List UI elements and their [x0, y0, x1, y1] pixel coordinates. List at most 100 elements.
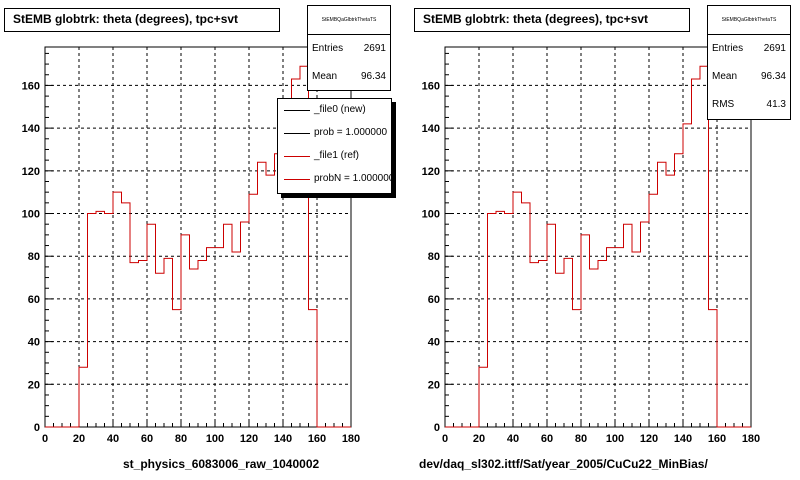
right-plot-frame — [444, 46, 752, 428]
left-xtick-label-140: 140 — [274, 433, 292, 445]
right-histogram-bin — [666, 175, 675, 427]
right-stats-name: StEMBQaGlbtrkThetaTS — [708, 6, 790, 35]
right-stats-entries-label: Entries — [712, 43, 744, 54]
left-xtick-label-80: 80 — [175, 433, 187, 445]
right-histogram-bin — [539, 260, 548, 427]
left-histogram-bin — [190, 269, 199, 427]
left-histogram-bin — [122, 203, 131, 427]
left-ytick-label-80: 80 — [28, 251, 40, 263]
left-ytick-label-140: 140 — [22, 123, 40, 135]
left-xtick-label-180: 180 — [342, 433, 360, 445]
left-histogram-bin — [79, 367, 88, 427]
right-histogram-bin — [479, 367, 488, 427]
legend-entry-prob: prob = 1.000000 — [278, 122, 391, 145]
left-ytick-label-100: 100 — [22, 209, 40, 221]
left-stats-mean-label: Mean — [312, 71, 338, 82]
right-chart-title: StEMB globtrk: theta (degrees), tpc+svt — [414, 8, 690, 32]
right-ytick-label-60: 60 — [428, 294, 440, 306]
legend-entry-probn: probN = 1.000000 — [278, 168, 391, 191]
right-histogram-bin — [641, 222, 650, 427]
right-xtick-label-180: 180 — [742, 433, 760, 445]
left-chart-title: StEMB globtrk: theta (degrees), tpc+svt — [4, 8, 280, 32]
right-histogram-line — [445, 65, 751, 428]
right-histogram-bin — [488, 214, 497, 427]
right-histogram-bin — [632, 252, 641, 427]
right-histogram-bin — [564, 258, 573, 427]
legend-label-prob: prob = 1.000000 — [314, 127, 388, 138]
left-xtick-label-20: 20 — [73, 433, 85, 445]
right-stats-mean-value: 96.34 — [760, 71, 786, 82]
left-stats-mean-value: 96.34 — [360, 71, 386, 82]
right-ytick-label-140: 140 — [422, 123, 440, 135]
right-ytick-label-0: 0 — [434, 422, 440, 434]
left-histogram-bin — [147, 224, 156, 427]
right-stats-mean-label: Mean — [712, 71, 738, 82]
left-stats-entries-value: 2691 — [363, 43, 386, 54]
left-histogram-bin — [258, 162, 267, 427]
right-ytick-label-40: 40 — [428, 337, 440, 349]
left-xtick-label-60: 60 — [141, 433, 153, 445]
legend-swatch-probn — [284, 179, 310, 180]
right-xtick-label-140: 140 — [674, 433, 692, 445]
left-histogram-bin — [88, 214, 97, 427]
left-stats-entries-row: Entries 2691 — [308, 35, 390, 63]
legend-label-probn: probN = 1.000000 — [314, 173, 392, 184]
left-xtick-label-100: 100 — [206, 433, 224, 445]
right-ytick-label-20: 20 — [428, 379, 440, 391]
legend-swatch-prob — [284, 133, 310, 134]
right-histogram-bin — [590, 269, 599, 427]
left-histogram-bin — [215, 248, 224, 427]
left-ytick-label-60: 60 — [28, 294, 40, 306]
right-histogram-bin — [649, 194, 658, 427]
right-ytick-label-100: 100 — [422, 209, 440, 221]
left-stats-name: StEMBQaGlbtrkThetaTS — [308, 6, 390, 35]
left-histogram-bin — [266, 175, 275, 427]
right-histogram-bin — [692, 79, 701, 427]
right-stats-rms-value: 41.3 — [766, 99, 786, 110]
left-legend: _file0 (new) prob = 1.000000 _file1 (ref… — [277, 98, 392, 194]
left-histogram-bin — [105, 214, 114, 427]
legend-entry-file0: _file0 (new) — [278, 99, 391, 122]
left-histogram-bin — [96, 211, 105, 427]
right-xtick-label-120: 120 — [640, 433, 658, 445]
left-histogram-bin — [173, 310, 182, 427]
right-histogram-bin — [700, 66, 709, 427]
right-xtick-label-60: 60 — [541, 433, 553, 445]
legend-label-file0: _file0 (new) — [314, 104, 366, 115]
left-xtick-label-120: 120 — [240, 433, 258, 445]
right-histogram-bin — [658, 162, 667, 427]
left-x-axis-label: st_physics_6083006_raw_1040002 — [123, 457, 320, 471]
left-ytick-label-0: 0 — [34, 422, 40, 434]
right-histogram-bin — [496, 211, 505, 427]
right-xtick-label-20: 20 — [473, 433, 485, 445]
legend-swatch-file1 — [284, 156, 310, 157]
right-ytick-label-80: 80 — [428, 251, 440, 263]
legend-label-file1: _file1 (ref) — [314, 150, 360, 161]
left-ytick-label-20: 20 — [28, 379, 40, 391]
left-ytick-label-160: 160 — [22, 80, 40, 92]
right-histogram-bin — [598, 260, 607, 427]
legend-swatch-file0 — [284, 110, 310, 111]
left-ytick-label-120: 120 — [22, 166, 40, 178]
right-histogram-bin — [709, 310, 718, 427]
right-xtick-label-0: 0 — [442, 433, 448, 445]
left-histogram-bin — [181, 235, 190, 427]
left-xtick-label-0: 0 — [42, 433, 48, 445]
left-stats-mean-row: Mean 96.34 — [308, 63, 390, 91]
right-histogram-bin — [675, 154, 684, 427]
right-stats-box: StEMBQaGlbtrkThetaTS Entries 2691 Mean 9… — [707, 5, 791, 120]
left-histogram-bin — [275, 154, 284, 427]
right-histogram-bin — [615, 248, 624, 427]
right-xtick-label-80: 80 — [575, 433, 587, 445]
right-x-axis-label: dev/daq_sl302.ittf/Sat/year_2005/CuCu22_… — [419, 457, 708, 471]
left-histogram-bin — [249, 194, 258, 427]
right-histogram-bin — [547, 224, 556, 427]
right-stats-entries-value: 2691 — [763, 43, 786, 54]
left-histogram-bin — [156, 273, 165, 427]
left-histogram-bin — [198, 260, 207, 427]
right-histogram-bin — [513, 192, 522, 427]
left-histogram-bin — [139, 260, 148, 427]
left-histogram-bin — [309, 310, 318, 427]
right-stats-mean-row: Mean 96.34 — [708, 63, 790, 91]
